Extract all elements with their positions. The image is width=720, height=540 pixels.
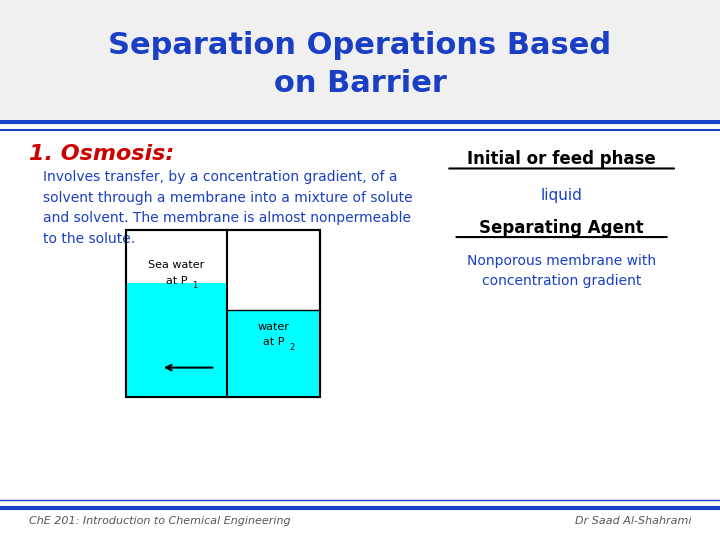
Text: at P: at P <box>166 275 187 286</box>
FancyBboxPatch shape <box>0 0 720 119</box>
Text: Dr Saad Al-Shahrami: Dr Saad Al-Shahrami <box>575 516 691 526</box>
Bar <box>126 283 227 397</box>
Text: water: water <box>258 322 289 333</box>
Text: liquid: liquid <box>541 188 582 203</box>
Text: Separation Operations Based: Separation Operations Based <box>109 31 611 60</box>
Text: Nonporous membrane with
concentration gradient: Nonporous membrane with concentration gr… <box>467 254 656 288</box>
Text: on Barrier: on Barrier <box>274 69 446 98</box>
Text: Initial or feed phase: Initial or feed phase <box>467 150 656 168</box>
Text: ChE 201: Introduction to Chemical Engineering: ChE 201: Introduction to Chemical Engine… <box>29 516 290 526</box>
Text: 1. Osmosis:: 1. Osmosis: <box>29 144 174 164</box>
Text: 1: 1 <box>192 281 197 290</box>
Text: Involves transfer, by a concentration gradient, of a
solvent through a membrane : Involves transfer, by a concentration gr… <box>43 170 413 246</box>
Text: Sea water: Sea water <box>148 260 204 271</box>
Bar <box>126 230 320 397</box>
Text: 2: 2 <box>289 343 294 352</box>
Text: at P: at P <box>263 338 284 348</box>
Text: Separating Agent: Separating Agent <box>480 219 644 237</box>
Bar <box>227 310 320 397</box>
Bar <box>126 230 320 397</box>
